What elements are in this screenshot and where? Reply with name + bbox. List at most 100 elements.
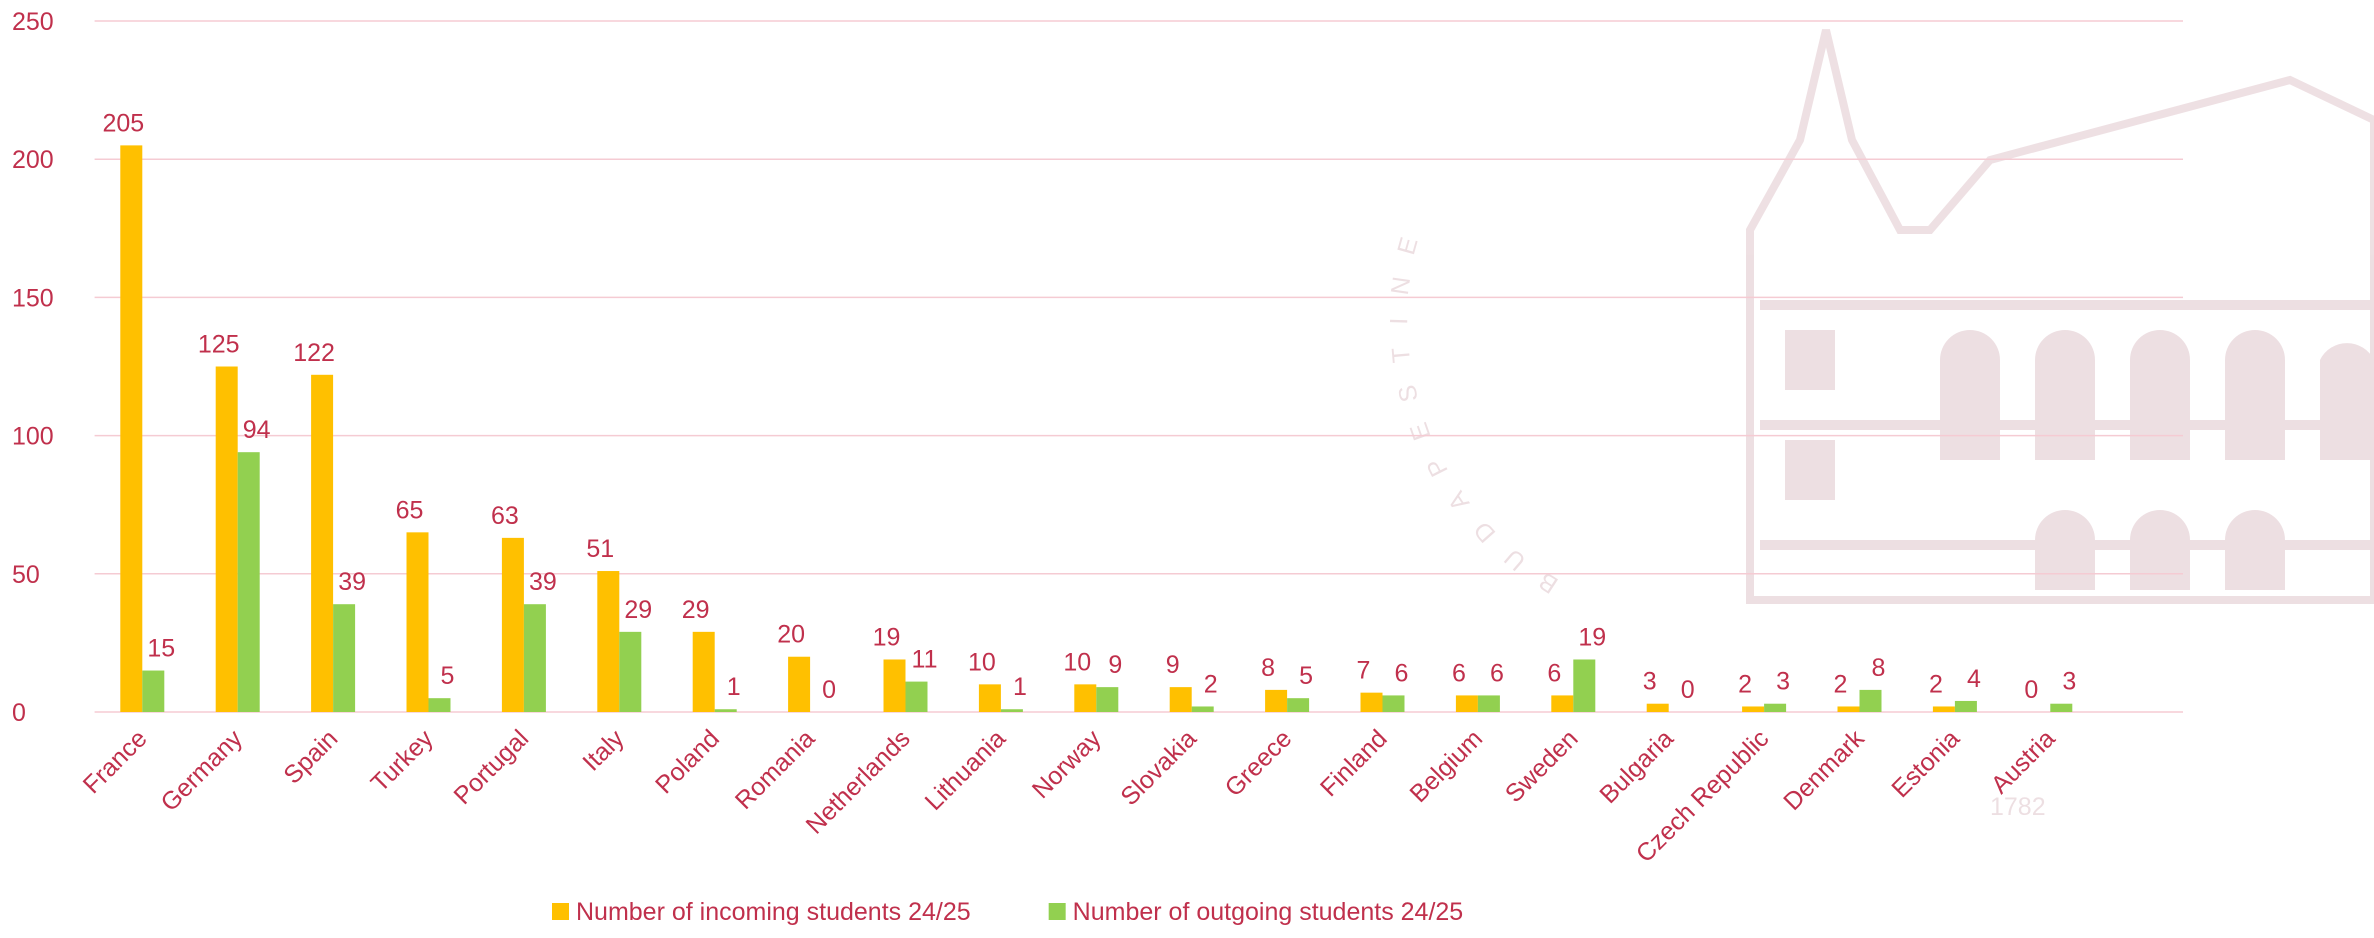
value-label: 29 (682, 596, 710, 624)
value-label: 2 (1929, 670, 1943, 698)
x-tick-label: Denmark (1778, 724, 1870, 816)
bar (597, 571, 620, 712)
value-label: 2 (1204, 670, 1218, 698)
bar (1382, 695, 1405, 712)
bar (692, 631, 715, 712)
value-label: 125 (198, 331, 240, 359)
bar (406, 532, 429, 712)
y-tick-label: 200 (12, 146, 54, 174)
bar (1742, 706, 1765, 712)
legend-label: Number of outgoing students 24/25 (1073, 898, 1464, 926)
value-label: 11 (912, 646, 938, 674)
value-label: 39 (529, 568, 557, 596)
value-label: 6 (1490, 659, 1504, 687)
watermark-arc-text: BUDAPESTINE (1385, 213, 1541, 599)
y-tick-label: 50 (12, 561, 40, 589)
legend-swatch (552, 903, 569, 920)
x-tick-label: Estonia (1886, 724, 1965, 803)
bar (428, 698, 451, 712)
x-tick-label: Lithuania (920, 724, 1012, 816)
value-label: 9 (1108, 651, 1122, 679)
value-label: 51 (586, 535, 614, 563)
x-tick-label: Netherlands (801, 724, 916, 839)
bar (333, 604, 356, 712)
bar (523, 604, 546, 712)
value-label: 3 (1776, 668, 1790, 696)
value-label: 20 (777, 621, 805, 649)
x-tick-label: Spain (278, 724, 343, 789)
value-label: 1 (1013, 673, 1027, 701)
bar (311, 374, 334, 712)
x-tick-label: Portugal (448, 724, 534, 810)
x-tick-label: Bulgaria (1594, 724, 1679, 809)
value-label: 5 (441, 662, 455, 690)
watermark-year: 1782 (1990, 793, 2046, 821)
bar (714, 709, 737, 712)
bar (1287, 698, 1310, 712)
value-label: 122 (293, 339, 335, 367)
x-tick-label: Belgium (1404, 724, 1488, 808)
value-label: 6 (1395, 659, 1409, 687)
x-tick-label: Poland (650, 724, 725, 799)
x-tick-label: Germany (155, 724, 248, 817)
value-label: 3 (2062, 668, 2076, 696)
y-tick-label: 0 (12, 699, 26, 727)
bar (1360, 692, 1383, 712)
value-label: 205 (102, 109, 144, 137)
bar (1000, 709, 1023, 712)
x-tick-label: Romania (730, 724, 821, 815)
x-tick-label: Greece (1220, 724, 1298, 802)
value-label: 0 (822, 676, 836, 704)
bar (1074, 684, 1097, 712)
y-tick-label: 250 (12, 8, 54, 36)
bar (905, 681, 928, 712)
value-label: 65 (396, 496, 424, 524)
x-tick-label: Italy (577, 724, 630, 777)
bar (1455, 695, 1478, 712)
bar (237, 452, 260, 712)
value-label: 0 (2024, 676, 2038, 704)
y-tick-label: 100 (12, 423, 54, 451)
value-label: 94 (243, 416, 271, 444)
bar (1096, 687, 1119, 712)
value-label: 63 (491, 502, 519, 530)
value-label: 39 (338, 568, 366, 596)
bar (1837, 706, 1860, 712)
x-tick-label: Turkey (366, 724, 440, 798)
bar (1551, 695, 1574, 712)
bar (501, 537, 524, 712)
value-label: 5 (1299, 662, 1313, 690)
value-label: 8 (1261, 654, 1275, 682)
watermark-arc: BUDAPESTINE (1385, 213, 1563, 599)
bar (1265, 689, 1288, 712)
value-label: 2 (1834, 670, 1848, 698)
y-tick-label: 150 (12, 284, 54, 312)
value-label: 19 (1578, 623, 1606, 651)
value-label: 7 (1357, 657, 1371, 685)
bar (1191, 706, 1214, 712)
x-tick-label: Norway (1027, 724, 1107, 804)
value-label: 19 (873, 623, 901, 651)
bar (142, 670, 165, 712)
bar (1932, 706, 1955, 712)
x-tick-label: France (78, 724, 153, 799)
value-label: 8 (1872, 654, 1886, 682)
legend-label: Number of incoming students 24/25 (576, 898, 971, 926)
bar (1859, 689, 1882, 712)
x-tick-label: Austria (1986, 724, 2061, 799)
value-label: 1 (727, 673, 741, 701)
value-label: 3 (1643, 668, 1657, 696)
value-label: 6 (1452, 659, 1466, 687)
x-tick-label: Finland (1315, 724, 1393, 802)
bar (1646, 703, 1669, 712)
bar (978, 684, 1001, 712)
value-label: 10 (1063, 648, 1091, 676)
x-tick-label: Slovakia (1115, 724, 1202, 811)
value-label: 15 (147, 635, 175, 663)
bar (1477, 695, 1500, 712)
bar (788, 656, 811, 712)
value-label: 10 (968, 648, 996, 676)
bar (883, 659, 906, 712)
bar (1954, 700, 1977, 712)
